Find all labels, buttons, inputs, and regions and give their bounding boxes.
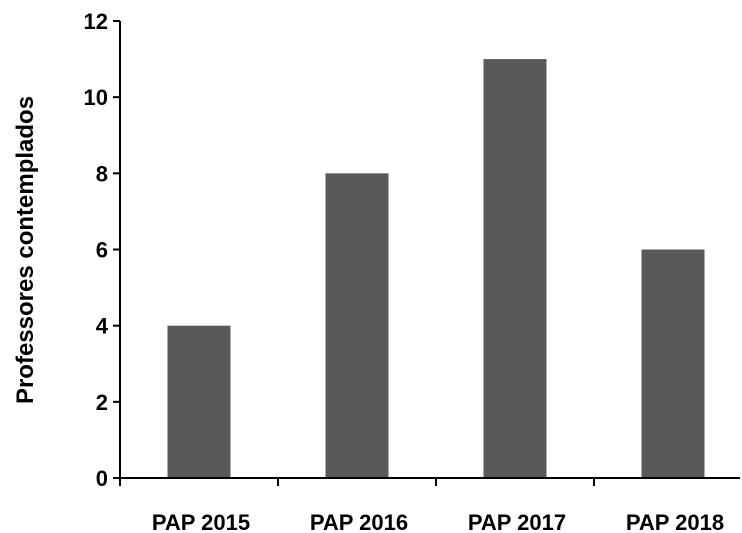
y-tick-label: 2 xyxy=(96,390,108,415)
x-tick-label: PAP 2017 xyxy=(468,510,566,533)
bar-pap-2015 xyxy=(167,325,231,478)
y-tick-label: 4 xyxy=(96,314,109,339)
ticks-group xyxy=(113,20,595,486)
y-tick-label: 6 xyxy=(96,238,108,263)
x-tick-label: PAP 2016 xyxy=(310,510,408,533)
bars-group xyxy=(167,59,705,479)
y-tick-label: 8 xyxy=(96,161,108,186)
y-tick-label: 10 xyxy=(84,85,108,110)
bar-pap-2017 xyxy=(483,59,547,478)
y-tick-label: 12 xyxy=(84,9,108,34)
y-axis-title: Professores contemplados xyxy=(12,96,39,404)
labels-group: 0 2 4 6 8 10 12 PAP 2015 PAP 2016 PAP 2017 PAP 201… xyxy=(84,9,725,533)
y-tick-label: 0 xyxy=(96,466,108,491)
bar-pap-2016 xyxy=(325,173,389,479)
x-tick-label: PAP 2018 xyxy=(626,510,724,533)
bar-pap-2018 xyxy=(641,249,705,478)
x-tick-label: PAP 2015 xyxy=(152,510,250,533)
